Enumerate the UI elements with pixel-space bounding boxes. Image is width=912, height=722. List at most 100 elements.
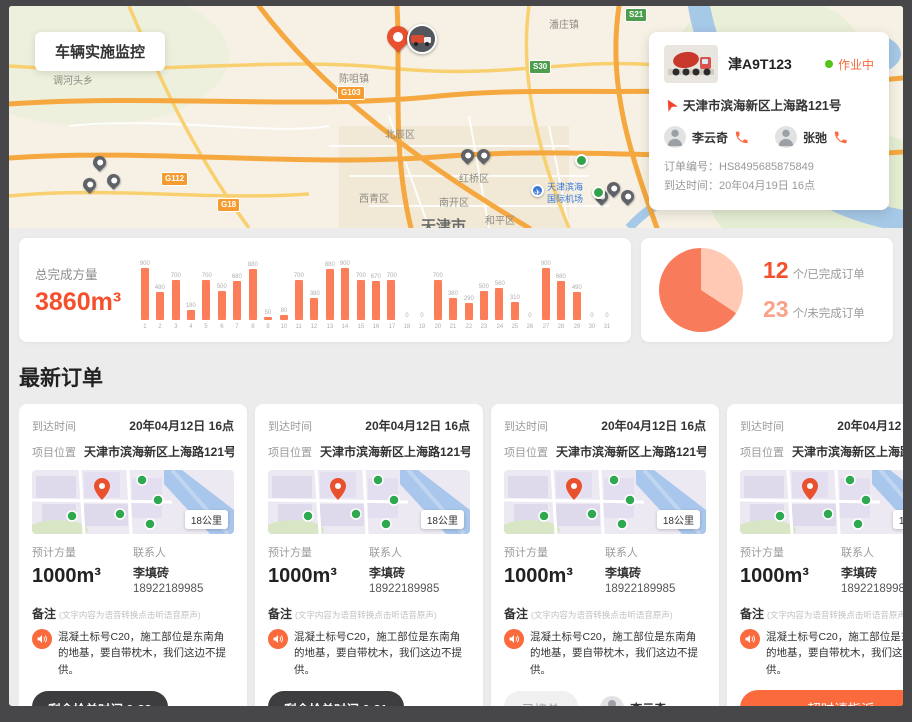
bar: 880 13	[324, 261, 335, 330]
bar: 0 18	[403, 312, 411, 330]
play-voice-button[interactable]	[268, 629, 288, 649]
volume-label: 预计方量	[504, 547, 548, 559]
arrive-value: 20年04月12日 16点	[365, 419, 470, 433]
road-badge: S21	[625, 8, 648, 22]
remark-label: 备注	[740, 607, 765, 621]
play-voice-button[interactable]	[32, 629, 52, 649]
bar: 670 16	[371, 273, 381, 330]
site-marker[interactable]	[575, 154, 588, 167]
bar: 380 21	[448, 290, 459, 330]
bar: 880 8	[247, 261, 258, 330]
avatar	[775, 126, 798, 148]
location-value: 天津市滨海新区上海路121号	[556, 445, 706, 459]
page-title: 车辆实施监控	[35, 32, 166, 71]
person-icon	[778, 129, 794, 147]
vehicle-plate: 津A9T123	[728, 56, 792, 72]
bar: 700 3	[170, 272, 181, 330]
acceptor-name: 李云奇	[630, 700, 666, 706]
road-badge: S30	[529, 60, 552, 74]
contact-phone: 18922189985	[133, 583, 204, 595]
status-dot-icon	[824, 60, 833, 68]
bar: 0 26	[526, 312, 534, 330]
airport-marker[interactable]: ✈	[531, 184, 544, 197]
volume-label: 预计方量	[32, 547, 76, 559]
phone-call-icon[interactable]	[734, 130, 749, 145]
bar: 700 5	[201, 272, 212, 330]
order-mini-map[interactable]: 18公里	[504, 470, 706, 534]
vehicle-photo-marker[interactable]	[407, 24, 437, 54]
location-value: 天津市滨海新区上海路121号	[320, 445, 470, 459]
bar: 380 12	[309, 290, 320, 330]
completed-count: 12	[763, 257, 789, 283]
legend-completed: 12 个/已完成订单	[763, 257, 865, 284]
play-voice-button[interactable]	[740, 629, 760, 649]
arrive-value: 20年04月12日 16点	[129, 419, 234, 433]
truck-icon	[411, 35, 431, 46]
avatar	[600, 696, 625, 706]
accepted-status-button[interactable]: 已接单	[504, 690, 578, 706]
contact-name: 张弛	[803, 130, 828, 145]
map-place-label: 南开区	[439, 198, 469, 209]
order-card: 到达时间 20年04月12日 16点 项目位置天津市滨海新区上海路121号 18公…	[19, 404, 247, 706]
road-badge: G103	[337, 86, 365, 100]
volume-bar-chart-card: 总完成方量 3860m³ 900 1 480 2 700 3 180 4 700 5 500 6 680…	[19, 238, 631, 342]
distance-badge: 18公里	[892, 510, 903, 529]
volume-label: 预计方量	[740, 547, 784, 559]
bar: 290 22	[463, 295, 474, 330]
vehicle-info-card: 津A9T123 作业中 天津市滨海新区上海路121号 李云奇	[649, 32, 889, 210]
contact-item: 张弛	[775, 126, 848, 148]
vehicle-map[interactable]: 潘庄镇 调河头乡 陈咀镇 北辰区 红桥区 西青区 南开区 和平区 东丽湖 天津滨…	[9, 6, 903, 228]
contact-phone: 18922189985	[369, 583, 440, 595]
remark-hint: (文字内容为语音转换点击听语音原声)	[767, 610, 903, 620]
total-volume-label: 总完成方量	[35, 267, 98, 282]
location-value: 天津市滨海新区上海路121号	[84, 445, 234, 459]
arrival-time-row: 到达时间：20年04月19日 16点	[664, 180, 815, 193]
map-place-label: 北辰区	[385, 130, 415, 141]
pie-legend: 12 个/已完成订单 23 个/未完成订单	[763, 257, 865, 323]
remark-label: 备注	[32, 607, 57, 621]
legend-uncompleted: 23 个/未完成订单	[763, 296, 865, 323]
arrive-label: 到达时间	[740, 421, 784, 433]
phone-call-icon[interactable]	[833, 130, 848, 145]
order-mini-map[interactable]: 18公里	[268, 470, 470, 534]
bar-chart: 900 1 480 2 700 3 180 4 700 5 500 6 680 7 880 8 50 9 80 10 7…	[137, 250, 615, 330]
distance-badge: 18公里	[420, 510, 464, 529]
remark-hint: (文字内容为语音转换点击听语音原声)	[531, 610, 673, 620]
volume-value: 1000m³	[740, 565, 809, 587]
arrive-value: 20年04月12日 16点	[837, 419, 903, 433]
bar: 180 4	[186, 302, 196, 330]
map-place-label: 西青区	[359, 194, 389, 205]
more-options-button[interactable]: ···	[453, 700, 470, 706]
contact-name: 李填砖	[841, 566, 878, 580]
order-mini-map[interactable]: 18公里	[32, 470, 234, 534]
more-options-button[interactable]: ···	[217, 700, 234, 706]
order-card: 到达时间 20年04月12日 16点 项目位置天津市滨海新区上海路121号 18公…	[491, 404, 719, 706]
grab-countdown-button[interactable]: 剩余抢单时间 6:21	[268, 690, 404, 706]
road-badge: G18	[217, 198, 241, 212]
remark-hint: (文字内容为语音转换点击听语音原声)	[59, 610, 201, 620]
volume-value: 1000m³	[268, 565, 337, 587]
dashboard: 潘庄镇 调河头乡 陈咀镇 北辰区 红桥区 西青区 南开区 和平区 东丽湖 天津滨…	[9, 6, 903, 706]
vehicle-thumbnail	[664, 45, 718, 83]
more-options-button[interactable]: ···	[689, 700, 706, 706]
volume-value: 1000m³	[32, 565, 101, 587]
map-place-label: 和平区	[485, 216, 515, 227]
bar: 900 14	[340, 260, 351, 330]
grab-countdown-button[interactable]: 剩余抢单时间 9:32	[32, 690, 168, 706]
bar: 900 27	[540, 260, 551, 330]
volume-value: 1000m³	[504, 565, 573, 587]
contact-label: 联系人	[133, 547, 166, 559]
site-marker[interactable]	[592, 186, 605, 199]
contact-name: 李云奇	[692, 130, 729, 145]
vehicle-address: 天津市滨海新区上海路121号	[683, 99, 842, 113]
map-place-label-airport: 天津滨海国际机场	[547, 182, 584, 204]
play-voice-button[interactable]	[504, 629, 524, 649]
orders-pie-card: 12 个/已完成订单 23 个/未完成订单	[641, 238, 893, 342]
arrive-label: 到达时间	[32, 421, 76, 433]
overtime-assign-button[interactable]: 超时请指派	[740, 689, 903, 706]
order-mini-map[interactable]: 18公里	[740, 470, 903, 534]
completed-label: 个/已完成订单	[792, 269, 865, 281]
remark-text: 混凝土标号C20，施工部位是东南角的地基，要自带枕木，我们这边不提供。	[294, 631, 462, 676]
bar: 500 23	[479, 283, 489, 330]
